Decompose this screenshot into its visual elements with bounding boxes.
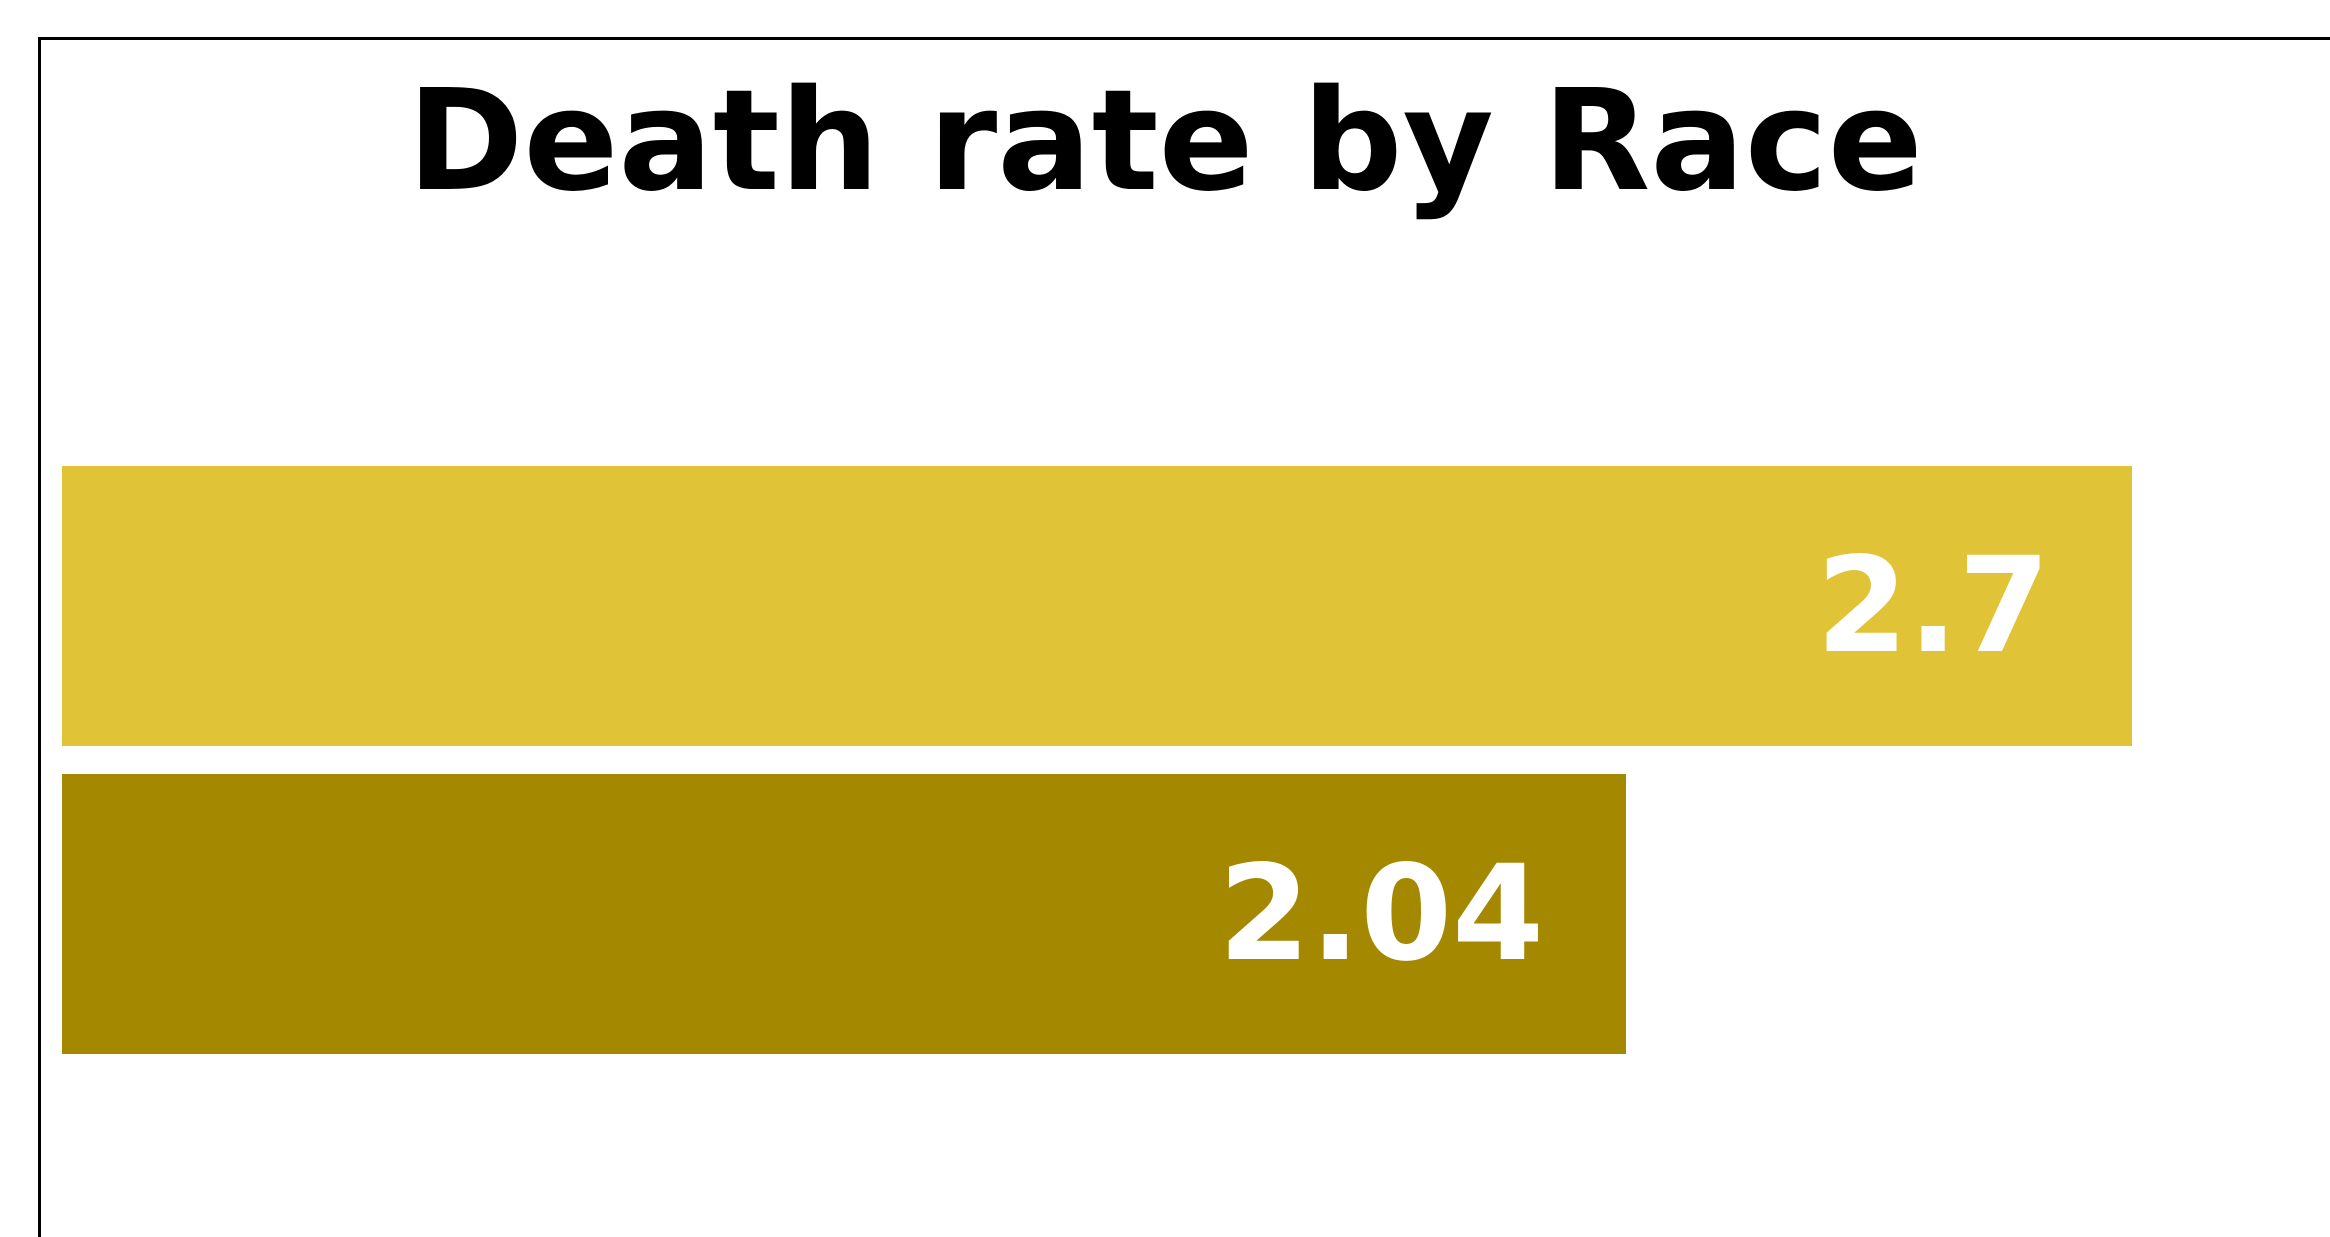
bar-chart: 2.7 2.04 [62,466,2132,1054]
chart-frame [38,37,2330,1237]
chart-title: Death rate by Race [407,60,1923,223]
bar-value-label-0: 2.7 [1816,529,2050,683]
bar-value-label-1: 2.04 [1218,837,1544,991]
bar-1 [62,774,1626,1054]
bar-0 [62,466,2132,746]
